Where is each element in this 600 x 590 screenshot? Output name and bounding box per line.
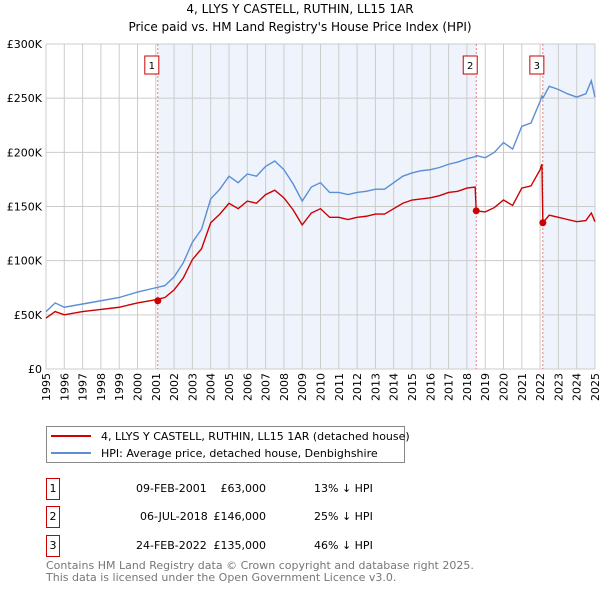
x-tick-label: 2008 bbox=[278, 373, 291, 401]
x-tick-label: 2001 bbox=[150, 373, 163, 401]
x-tick-label: 2004 bbox=[205, 373, 218, 401]
x-tick-label: 1997 bbox=[77, 373, 90, 401]
x-tick-label: 2025 bbox=[589, 373, 600, 401]
chart-subtitle: Price paid vs. HM Land Registry's House … bbox=[128, 20, 471, 34]
x-tick-label: 2007 bbox=[260, 373, 273, 401]
x-tick-label: 2010 bbox=[315, 373, 328, 401]
sale-marker-box bbox=[144, 55, 160, 75]
x-tick-label: 2020 bbox=[498, 373, 511, 401]
x-tick-label: 1995 bbox=[40, 373, 53, 401]
sale-date: 24-FEB-2022 bbox=[136, 539, 207, 552]
legend: 4, LLYS Y CASTELL, RUTHIN, LL15 1AR (det… bbox=[46, 426, 410, 463]
legend-item-hpi: HPI: Average price, detached house, Denb… bbox=[51, 445, 378, 461]
y-tick-label: £250K bbox=[7, 92, 43, 105]
footer-copyright: Contains HM Land Registry data © Crown c… bbox=[46, 559, 474, 572]
sale-point bbox=[154, 297, 162, 305]
x-tick-label: 2009 bbox=[296, 373, 309, 401]
x-tick-label: 2013 bbox=[369, 373, 382, 401]
x-tick-label: 1999 bbox=[113, 373, 126, 401]
sale-row: 1 09-FEB-2001 £63,000 13% ↓ HPI bbox=[46, 478, 446, 500]
legend-label: HPI: Average price, detached house, Denb… bbox=[101, 446, 378, 460]
chart-title: 4, LLYS Y CASTELL, RUTHIN, LL15 1AR bbox=[186, 2, 413, 16]
y-tick-label: £300K bbox=[7, 38, 43, 51]
x-tick-label: 2024 bbox=[571, 373, 584, 401]
sale-price: £135,000 bbox=[213, 539, 267, 552]
sale-price: £146,000 bbox=[213, 510, 267, 523]
hpi-line bbox=[45, 78, 596, 313]
footer: Contains HM Land Registry data © Crown c… bbox=[46, 560, 474, 584]
sale-marker-box bbox=[529, 55, 545, 75]
x-tick-label: 1996 bbox=[58, 373, 71, 401]
legend-item-property: 4, LLYS Y CASTELL, RUTHIN, LL15 1AR (det… bbox=[51, 428, 410, 444]
y-tick-label: £150K bbox=[7, 201, 43, 214]
y-tick-label: £100K bbox=[7, 255, 43, 268]
red-line-swatch bbox=[51, 435, 91, 437]
x-tick-label: 2002 bbox=[168, 373, 181, 401]
x-tick-label: 2016 bbox=[424, 373, 437, 401]
x-tick-label: 2011 bbox=[333, 373, 346, 401]
x-tick-label: 2015 bbox=[406, 373, 419, 401]
x-tick-label: 2021 bbox=[516, 373, 529, 401]
blue-line-swatch bbox=[51, 452, 91, 454]
sale-marker-label: 1 bbox=[46, 478, 60, 500]
x-tick-label: 2018 bbox=[461, 373, 474, 401]
sale-marker-label: 2 bbox=[46, 506, 60, 528]
x-tick-label: 2014 bbox=[388, 373, 401, 401]
sale-row: 2 06-JUL-2018 £146,000 25% ↓ HPI bbox=[46, 506, 446, 528]
y-tick-label: £50K bbox=[14, 309, 43, 322]
sale-marker-label: 2 bbox=[467, 61, 473, 72]
x-tick-label: 2000 bbox=[132, 373, 145, 401]
sale-point bbox=[539, 219, 547, 227]
sale-date: 09-FEB-2001 bbox=[136, 482, 207, 495]
footer-licence: This data is licensed under the Open Gov… bbox=[46, 571, 397, 584]
x-tick-label: 2019 bbox=[479, 373, 492, 401]
sale-marker-label: 3 bbox=[534, 61, 540, 72]
sale-hpi-diff: 46% ↓ HPI bbox=[314, 539, 373, 552]
sale-marker-label: 1 bbox=[149, 61, 155, 72]
x-tick-label: 2017 bbox=[443, 373, 456, 401]
sale-hpi-diff: 25% ↓ HPI bbox=[314, 510, 373, 523]
x-tick-label: 2005 bbox=[223, 373, 236, 401]
y-tick-label: £200K bbox=[7, 146, 43, 159]
price-chart: 4, LLYS Y CASTELL, RUTHIN, LL15 1AR Pric… bbox=[7, 2, 600, 401]
sale-marker-box bbox=[462, 55, 478, 75]
x-tick-label: 2022 bbox=[534, 373, 547, 401]
x-tick-label: 2006 bbox=[241, 373, 254, 401]
x-tick-label: 2023 bbox=[552, 373, 565, 401]
x-tick-label: 2003 bbox=[186, 373, 199, 401]
property-price-line bbox=[45, 164, 596, 319]
x-tick-label: 1998 bbox=[95, 373, 108, 401]
legend-label: 4, LLYS Y CASTELL, RUTHIN, LL15 1AR (det… bbox=[101, 429, 410, 443]
sale-price: £63,000 bbox=[220, 482, 267, 495]
sale-hpi-diff: 13% ↓ HPI bbox=[314, 482, 373, 495]
y-tick-label: £0 bbox=[28, 363, 42, 376]
x-tick-label: 2012 bbox=[351, 373, 364, 401]
sale-row: 3 24-FEB-2022 £135,000 46% ↓ HPI bbox=[46, 535, 446, 557]
sale-marker-label: 3 bbox=[46, 535, 60, 557]
sale-date: 06-JUL-2018 bbox=[140, 510, 208, 523]
sale-point bbox=[472, 207, 480, 215]
